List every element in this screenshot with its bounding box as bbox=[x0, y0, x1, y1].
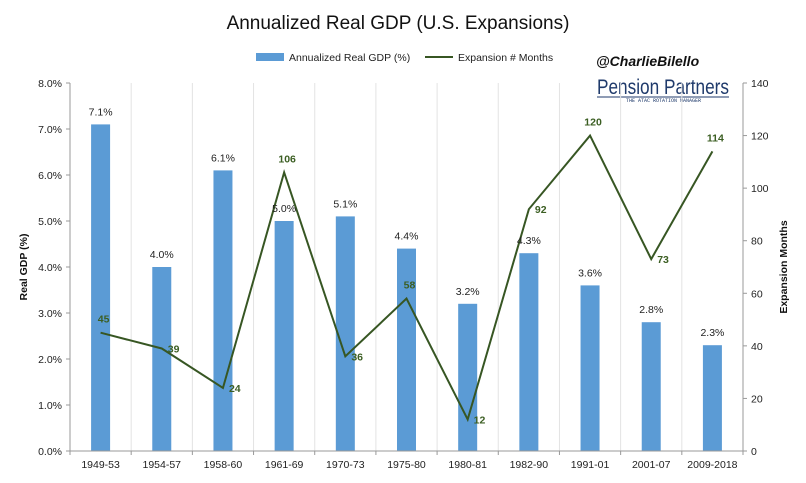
y-tick-label-left: 5.0% bbox=[38, 216, 62, 228]
bar-value-label: 3.6% bbox=[578, 267, 602, 279]
bar-value-label: 3.2% bbox=[456, 286, 480, 298]
watermark-tagline: THE ATAC ROTATION MANAGER bbox=[626, 98, 701, 104]
bar-value-label: 2.3% bbox=[700, 327, 724, 339]
bar-value-label: 6.1% bbox=[211, 152, 235, 164]
x-tick-label: 1949-53 bbox=[81, 459, 120, 471]
x-tick-label: 1961-69 bbox=[265, 459, 304, 471]
legend-bar-swatch bbox=[256, 53, 284, 61]
watermark-brand-logo: Pension Partners bbox=[597, 76, 729, 99]
y-axis-right-title: Expansion Months bbox=[778, 220, 790, 313]
legend-bar-label: Annualized Real GDP (%) bbox=[289, 52, 410, 64]
line-value-label: 92 bbox=[535, 204, 547, 216]
x-tick-label: 1958-60 bbox=[204, 459, 243, 471]
bar-value-label: 4.3% bbox=[517, 235, 541, 247]
y-tick-label-left: 8.0% bbox=[38, 78, 62, 90]
bar bbox=[274, 221, 294, 451]
bar bbox=[702, 345, 722, 451]
line-value-label: 24 bbox=[229, 383, 241, 395]
bar bbox=[580, 285, 600, 451]
line-path bbox=[100, 133, 714, 423]
legend: Annualized Real GDP (%) Expansion # Mont… bbox=[256, 52, 553, 64]
watermark-handle: @CharlieBilello bbox=[596, 53, 700, 69]
y-tick-label-left: 0.0% bbox=[38, 446, 62, 458]
y-tick-label-right: 20 bbox=[751, 393, 763, 405]
x-tick-label: 1970-73 bbox=[326, 459, 365, 471]
bar-value-label: 5.0% bbox=[272, 203, 296, 215]
y-tick-label-right: 100 bbox=[751, 183, 769, 195]
y-tick-label-left: 1.0% bbox=[38, 400, 62, 412]
x-tick-label: 1975-80 bbox=[387, 459, 426, 471]
y-tick-label-right: 140 bbox=[751, 78, 769, 90]
bar-value-label: 4.0% bbox=[150, 249, 174, 261]
x-tick-label: 2009-2018 bbox=[687, 459, 737, 471]
bar bbox=[397, 248, 416, 451]
x-tick-label: 2001-07 bbox=[632, 459, 671, 471]
y-tick-label-left: 2.0% bbox=[38, 354, 62, 366]
bar bbox=[335, 216, 355, 451]
bar-value-label: 5.1% bbox=[333, 198, 357, 210]
data-labels: 7.1% 4.0% 6.1% 5.0% 5.1% 4.4% 3.2% 4.3% 3.6% 2.8%… bbox=[89, 106, 725, 426]
bar bbox=[458, 303, 478, 451]
bar bbox=[519, 253, 539, 451]
x-tick-label: 1954-57 bbox=[142, 459, 181, 471]
watermark: @CharlieBilello Pension Partners THE ATA… bbox=[596, 53, 729, 104]
axes: 0.0% 1.0% 2.0% 3.0% 4.0% 5.0% 6.0% 7.0% 8.0% 0 20 4… bbox=[38, 78, 769, 471]
y-tick-label-left: 7.0% bbox=[38, 124, 62, 136]
line-value-label: 12 bbox=[474, 414, 486, 426]
bar-value-label: 7.1% bbox=[89, 106, 113, 118]
y-tick-label-left: 6.0% bbox=[38, 170, 62, 182]
line-value-label: 36 bbox=[351, 351, 363, 363]
y-tick-label-right: 60 bbox=[751, 288, 763, 300]
bar-value-label: 2.8% bbox=[639, 304, 663, 316]
legend-line-label: Expansion # Months bbox=[458, 52, 553, 64]
bar bbox=[91, 124, 111, 452]
x-tick-label: 1982-90 bbox=[510, 459, 549, 471]
line-value-label: 58 bbox=[404, 280, 416, 292]
bar-series bbox=[91, 124, 722, 452]
line-value-label: 114 bbox=[707, 132, 724, 144]
y-axis-left-title: Real GDP (%) bbox=[18, 234, 30, 301]
y-tick-label-left: 3.0% bbox=[38, 308, 62, 320]
line-value-label: 39 bbox=[168, 343, 180, 355]
y-tick-label-right: 120 bbox=[751, 131, 769, 143]
x-tick-label: 1991-01 bbox=[571, 459, 610, 471]
chart-title: Annualized Real GDP (U.S. Expansions) bbox=[227, 13, 570, 34]
y-tick-label-right: 0 bbox=[751, 446, 757, 458]
bar-value-label: 4.4% bbox=[395, 231, 419, 243]
line-value-label: 45 bbox=[98, 314, 110, 326]
bar bbox=[641, 322, 661, 451]
line-value-label: 120 bbox=[584, 117, 602, 129]
line-value-label: 106 bbox=[278, 153, 296, 165]
line-series bbox=[100, 133, 714, 423]
x-tick-label: 1980-81 bbox=[448, 459, 487, 471]
y-tick-label-left: 4.0% bbox=[38, 262, 62, 274]
bar bbox=[152, 267, 172, 451]
y-tick-label-right: 40 bbox=[751, 341, 763, 353]
bar bbox=[213, 170, 233, 451]
line-value-label: 73 bbox=[657, 254, 669, 266]
y-tick-label-right: 80 bbox=[751, 236, 763, 248]
